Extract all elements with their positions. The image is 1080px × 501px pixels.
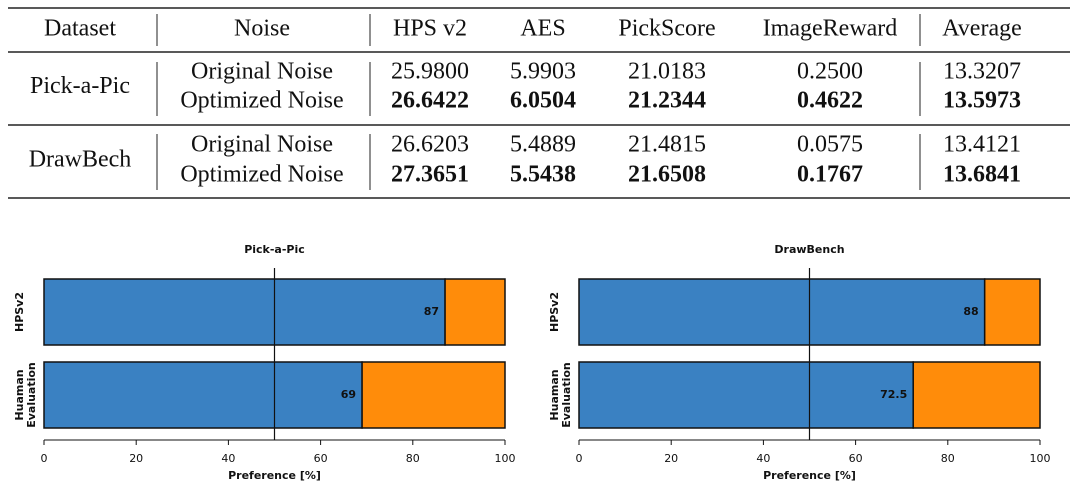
value-label: 69 — [341, 388, 356, 401]
value-cell: 0.0575 — [797, 132, 863, 158]
value-cell: 6.0504 — [510, 88, 576, 114]
bar-segment — [578, 361, 914, 429]
header-cell: AES — [520, 16, 565, 42]
x-tick-label: 60 — [314, 452, 328, 465]
value-cell: 0.2500 — [797, 59, 863, 85]
value-cell: 13.3207 — [943, 59, 1021, 85]
dataset-cell: DrawBech — [29, 147, 132, 173]
header-cell: ImageReward — [763, 16, 898, 42]
bar-segment — [578, 278, 986, 346]
noise-cell: Optimized Noise — [180, 88, 343, 114]
value-cell: 13.4121 — [943, 132, 1021, 158]
x-axis-label: Preference [%] — [763, 469, 856, 482]
bar-segment — [983, 278, 1041, 346]
value-label: 88 — [963, 305, 978, 318]
x-axis-label: Preference [%] — [228, 469, 321, 482]
x-tick-label: 100 — [1030, 452, 1051, 465]
bar-segment — [361, 361, 506, 429]
x-tick-label: 20 — [664, 452, 678, 465]
header-cell: Average — [942, 16, 1022, 42]
x-tick-label: 0 — [576, 452, 583, 465]
header-cell: Noise — [234, 16, 290, 42]
header-cell: PickScore — [618, 16, 715, 42]
value-cell: 0.4622 — [797, 88, 863, 114]
chart-title: Pick-a-Pic — [244, 243, 305, 256]
value-label: 72.5 — [880, 388, 907, 401]
y-tick-label: Huaman Evaluation — [548, 362, 573, 428]
x-tick-label: 40 — [756, 452, 770, 465]
x-tick-label: 40 — [221, 452, 235, 465]
x-tick-label: 100 — [495, 452, 516, 465]
x-tick-label: 60 — [849, 452, 863, 465]
value-cell: 21.0183 — [628, 59, 706, 85]
bar-segment — [444, 278, 506, 346]
header-cell: HPS v2 — [393, 16, 467, 42]
value-cell: 5.5438 — [510, 162, 576, 188]
y-tick-label: Huaman Evaluation — [13, 362, 38, 428]
value-cell: 5.9903 — [510, 59, 576, 85]
dataset-cell: Pick-a-Pic — [30, 73, 130, 99]
noise-cell: Original Noise — [191, 132, 333, 158]
category-label-box: HPSv2 — [13, 292, 26, 333]
category-label-box: Huaman Evaluation — [548, 362, 573, 428]
x-tick-label: 20 — [129, 452, 143, 465]
noise-cell: Optimized Noise — [180, 162, 343, 188]
value-cell: 26.6203 — [391, 132, 469, 158]
value-cell: 21.6508 — [628, 162, 706, 188]
header-cell: Dataset — [44, 16, 116, 42]
noise-cell: Original Noise — [191, 59, 333, 85]
y-tick-label: HPSv2 — [548, 292, 561, 333]
value-cell: 13.5973 — [943, 88, 1021, 114]
value-cell: 21.4815 — [628, 132, 706, 158]
value-cell: 5.4889 — [510, 132, 576, 158]
bar-segment — [43, 278, 446, 346]
value-cell: 0.1767 — [797, 162, 863, 188]
x-tick-label: 0 — [41, 452, 48, 465]
value-cell: 25.9800 — [391, 59, 469, 85]
category-label-box: Huaman Evaluation — [13, 362, 38, 428]
value-cell: 26.6422 — [391, 88, 469, 114]
x-tick-label: 80 — [941, 452, 955, 465]
x-tick-label: 80 — [406, 452, 420, 465]
chart-title: DrawBench — [774, 243, 844, 256]
value-cell: 13.6841 — [943, 162, 1021, 188]
value-cell: 21.2344 — [628, 88, 706, 114]
value-cell: 27.3651 — [391, 162, 469, 188]
category-label-box: HPSv2 — [548, 292, 561, 333]
y-tick-label: HPSv2 — [13, 292, 26, 333]
bar-segment — [912, 361, 1041, 429]
bar-segment — [43, 361, 363, 429]
value-label: 87 — [424, 305, 439, 318]
